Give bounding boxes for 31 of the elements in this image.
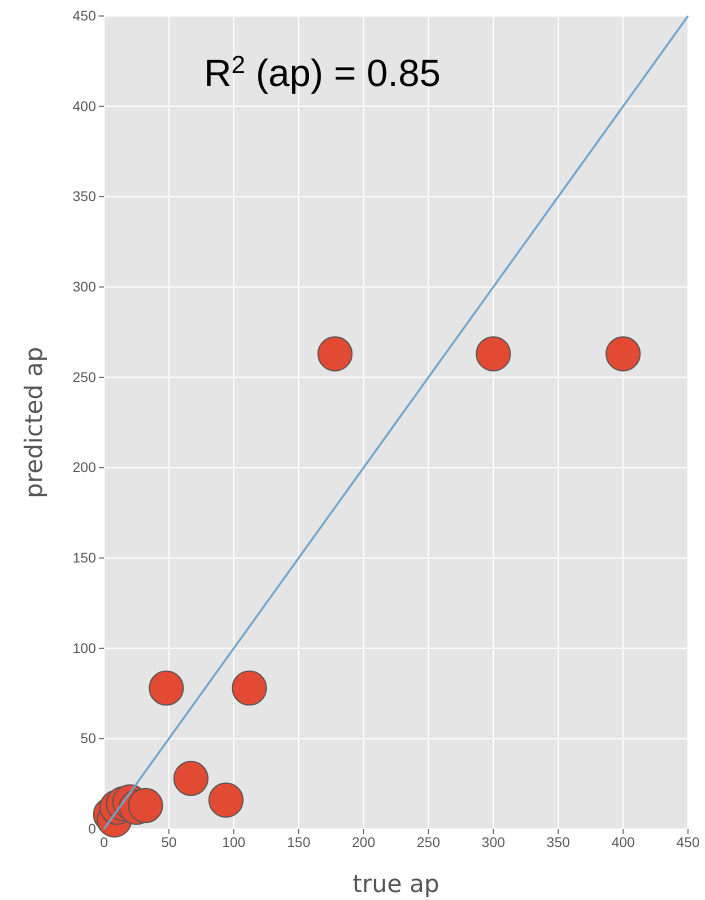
x-tick-label: 150 <box>286 834 311 850</box>
y-axis-title: predicted ap <box>20 346 48 498</box>
x-tick-label: 100 <box>222 834 246 850</box>
y-tick-label: 300 <box>72 278 96 294</box>
point <box>476 336 511 372</box>
y-tick-label: 50 <box>80 730 96 746</box>
point <box>173 760 209 796</box>
point <box>606 336 641 372</box>
x-tick-label: 0 <box>100 834 108 850</box>
x-tick-label: 50 <box>161 834 177 850</box>
y-tick-label: 100 <box>72 640 96 656</box>
y-tick-label: 150 <box>72 549 96 566</box>
x-tick-label: 300 <box>482 834 506 850</box>
x-axis-title: true ap <box>352 870 440 898</box>
point <box>317 336 353 372</box>
x-tick-label: 250 <box>416 834 440 850</box>
y-tick-label: 400 <box>72 98 96 114</box>
point <box>128 788 164 824</box>
point <box>232 670 267 706</box>
x-tick-label: 400 <box>611 834 636 850</box>
y-tick-label: 200 <box>72 459 96 476</box>
x-tick-label: 450 <box>676 834 700 850</box>
y-tick-label: 350 <box>72 188 96 204</box>
annotation: R$^{2}$ (ap) = 0.85 <box>204 52 441 95</box>
point <box>148 670 184 706</box>
y-tick-label: 250 <box>72 368 96 385</box>
point <box>208 782 244 818</box>
y-tick-label: 0 <box>88 820 96 836</box>
x-tick-label: 200 <box>352 834 376 850</box>
y-tick-label: 450 <box>72 7 96 24</box>
x-tick-label: 350 <box>546 834 570 850</box>
